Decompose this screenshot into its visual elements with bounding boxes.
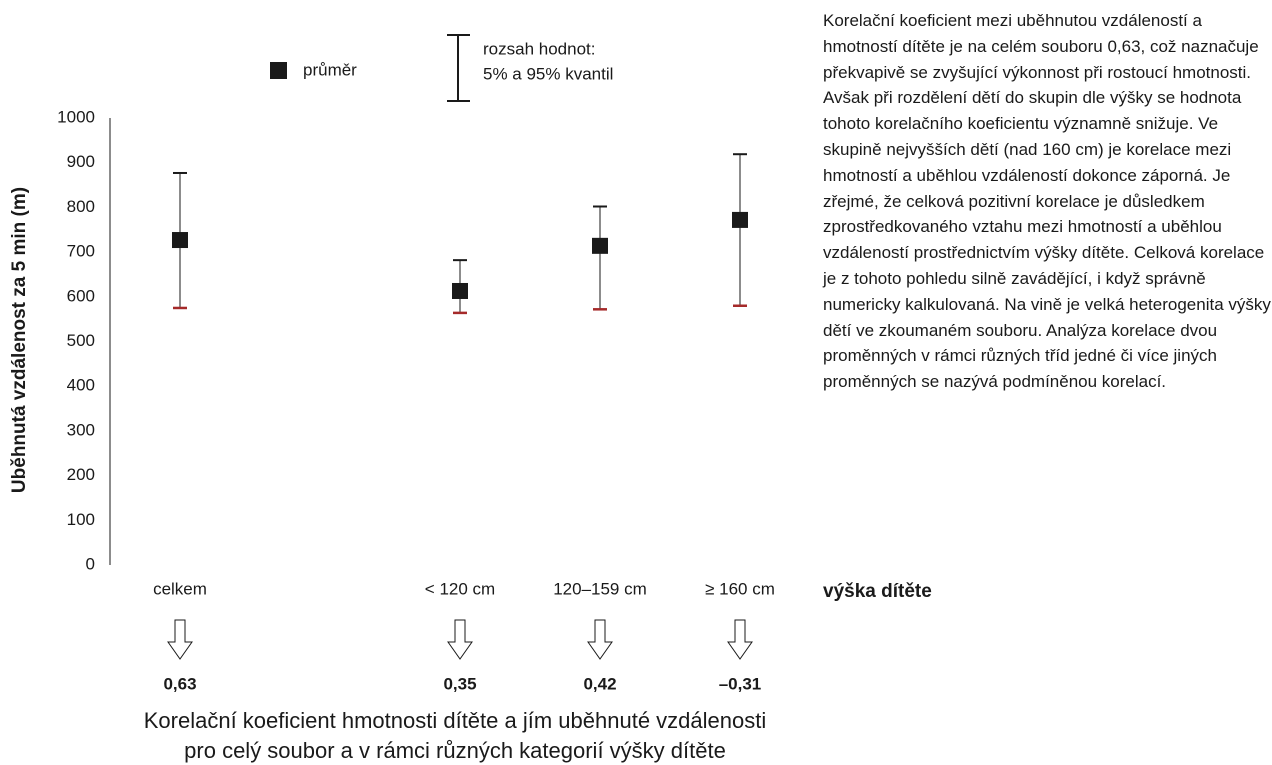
x-axis-label: výška dítěte xyxy=(823,581,932,602)
y-tick-label: 200 xyxy=(67,465,95,484)
legend-range-label: 5% a 95% kvantil xyxy=(483,64,613,83)
legend-marker xyxy=(270,62,287,79)
y-tick-label: 600 xyxy=(67,286,95,305)
y-tick-label: 700 xyxy=(67,242,95,261)
y-tick-label: 800 xyxy=(67,197,95,216)
x-label-area: výška dítěte xyxy=(823,581,932,602)
y-tick-label: 400 xyxy=(67,376,95,395)
caption: Korelační koeficient hmotnosti dítěte a … xyxy=(144,708,766,733)
side-paragraph: Korelační koeficient mezi uběhnutou vzdá… xyxy=(823,11,1271,392)
mean-marker xyxy=(592,237,608,254)
correlation-label: 0,35 xyxy=(443,674,476,693)
arrow xyxy=(727,619,753,660)
y-axis-label: Uběhnutá vzdálenost za 5 min (m) xyxy=(9,187,30,493)
y-tick-label: 500 xyxy=(67,331,95,350)
legend-range-label: rozsah hodnot: xyxy=(483,39,595,58)
correlation-label: 0,42 xyxy=(583,674,616,693)
y-tick-label: 300 xyxy=(67,420,95,439)
y-tick-label: 900 xyxy=(67,152,95,171)
mean-marker xyxy=(172,232,188,249)
legend-label: průměr xyxy=(303,60,357,79)
y-tick-label: 1000 xyxy=(57,107,95,126)
x-tick-label: celkem xyxy=(153,579,207,598)
x-tick-label: 120–159 cm xyxy=(553,579,647,598)
x-tick-label: ≥ 160 cm xyxy=(705,579,775,598)
x-tick-label: < 120 cm xyxy=(425,579,495,598)
chart: Uběhnutá vzdálenost za 5 min (m) 0 100 200… xyxy=(9,34,775,763)
arrow xyxy=(167,619,193,660)
correlation-label: –0,31 xyxy=(719,674,762,693)
arrow xyxy=(587,619,613,660)
mean-marker xyxy=(732,211,748,228)
mean-marker xyxy=(452,282,468,299)
arrow xyxy=(447,619,473,660)
y-tick-label: 0 xyxy=(86,554,95,573)
correlation-label: 0,63 xyxy=(163,674,196,693)
caption: pro celý soubor a v rámci různých katego… xyxy=(184,738,726,763)
y-tick-label: 100 xyxy=(67,510,95,529)
